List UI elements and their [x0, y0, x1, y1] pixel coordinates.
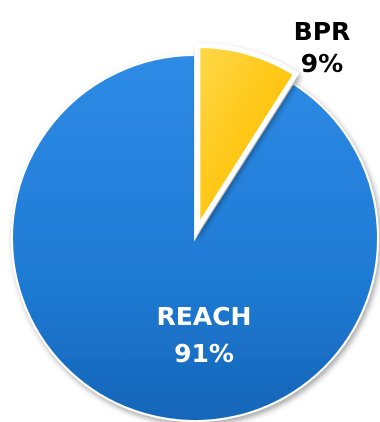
pie-slice-reach — [11, 53, 379, 422]
slice-label-bpr-value: 9% — [301, 49, 343, 78]
slice-label-reach-name: REACH — [157, 302, 252, 331]
slice-label-bpr-name: BPR — [294, 17, 351, 46]
pie-slice-bpr — [195, 42, 300, 238]
slice-label-reach-value: 91% — [174, 339, 234, 368]
